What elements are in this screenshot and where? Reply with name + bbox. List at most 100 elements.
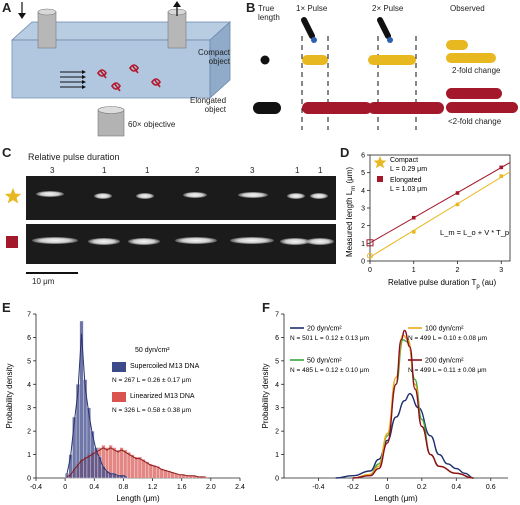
chart-f-series-line-3 bbox=[352, 329, 474, 479]
col-1x-pulse: 1× Pulse bbox=[296, 4, 328, 13]
chart-f-series-line-0 bbox=[335, 392, 474, 479]
chart-e-xtick-label: 2.4 bbox=[235, 484, 245, 491]
chart-d-xlabel: Relative pulse duration Tp (au) bbox=[388, 278, 496, 290]
panel-a-letter: A bbox=[2, 0, 12, 15]
chart-e-ytick-label: 2 bbox=[27, 429, 31, 436]
pulse-duration-2: 1 bbox=[145, 166, 150, 175]
chart-f-ytick-label: 3 bbox=[275, 405, 279, 412]
compact-change-label: 2-fold change bbox=[452, 66, 501, 75]
chart-e-legend-name-0: Supercoiled M13 DNA bbox=[130, 363, 200, 370]
chart-f-ytick-label: 4 bbox=[275, 382, 279, 389]
chart-d-ytick-label: 6 bbox=[361, 153, 365, 160]
compact-band-1 bbox=[94, 193, 112, 199]
compact-star-icon bbox=[4, 188, 22, 204]
chart-e-legend-stats-0: N = 267 L = 0.26 ± 0.17 μm bbox=[112, 377, 191, 384]
chart-e-ytick-label: 1 bbox=[27, 452, 31, 459]
chart-e-bar-0 bbox=[79, 320, 84, 479]
chart-e-xtick-label: -0.4 bbox=[30, 484, 42, 491]
chart-e-bar-1 bbox=[152, 464, 157, 479]
chart-d-legend-star-icon bbox=[373, 156, 387, 169]
chart-d-xtick-label: 0 bbox=[368, 267, 372, 274]
elongated-change-label: <2-fold change bbox=[448, 117, 502, 126]
chart-f-legend-stats-2: N = 499 L = 0.10 ± 0.08 μm bbox=[408, 335, 487, 342]
compact-band-0 bbox=[36, 191, 64, 197]
chart-f-ytick-label: 0 bbox=[275, 476, 279, 483]
chart-e-legend-title: 50 dyn/cm² bbox=[135, 347, 170, 354]
panel-c-letter: C bbox=[2, 145, 12, 160]
row-elongated: Elongated object bbox=[190, 96, 227, 114]
chart-d-ytick-label: 5 bbox=[361, 170, 365, 177]
chart-f-ytick-label: 5 bbox=[275, 358, 279, 365]
chart-f-xtick-label: 0.2 bbox=[417, 484, 427, 491]
chart-d-ytick-label: 4 bbox=[361, 188, 365, 195]
chart-d-point bbox=[367, 252, 373, 259]
col-observed: Observed bbox=[450, 4, 485, 13]
chart-e-ytick-label: 3 bbox=[27, 405, 31, 412]
chart-d-legend-compact-detail: L = 0.29 μm bbox=[390, 166, 427, 173]
elongated-band-4 bbox=[230, 237, 274, 244]
chart-e-ytick-label: 0 bbox=[27, 476, 31, 483]
elongated-band-0 bbox=[32, 237, 78, 244]
compact-band-2 bbox=[136, 193, 154, 199]
chart-e-bar-1 bbox=[123, 449, 128, 479]
chart-e-legend-stats-1: N = 326 L = 0.58 ± 0.38 μm bbox=[112, 407, 191, 414]
pulse-schematic bbox=[253, 17, 518, 130]
elongated-band-1 bbox=[88, 238, 120, 245]
compact-band-5 bbox=[287, 193, 305, 199]
chart-e-ytick-label: 7 bbox=[27, 312, 31, 319]
chart-d-formula: L_m = L_o + V * T_p bbox=[440, 228, 509, 237]
chart-f-shear-distributions: 0 1 2 3 4 5 6 7 -0.4 -0.2 0 0.2 0.4 0.6 Length (μm) Pro… bbox=[261, 312, 508, 503]
chart-d-fit-line-1 bbox=[369, 162, 511, 244]
chart-d-ytick-label: 3 bbox=[361, 206, 365, 213]
chart-f-legend-name-3: 200 dyn/cm² bbox=[425, 358, 464, 365]
chart-f-legend-name-1: 50 dyn/cm² bbox=[307, 358, 342, 365]
chart-e-xtick-label: 1.6 bbox=[177, 484, 187, 491]
chart-d-legend-elongated-detail: L = 1.03 μm bbox=[390, 186, 427, 193]
chart-f-xtick-label: 0.6 bbox=[486, 484, 496, 491]
chart-f-legend-name-0: 20 dyn/cm² bbox=[307, 326, 342, 333]
chart-d-point bbox=[411, 215, 416, 220]
chart-e-density-1 bbox=[66, 447, 206, 478]
chart-f-xtick-label: 0 bbox=[385, 484, 389, 491]
compact-band-6 bbox=[310, 193, 328, 199]
chart-f-legend-stats-0: N = 501 L = 0.12 ± 0.13 μm bbox=[290, 335, 369, 342]
chart-e-ytick-label: 4 bbox=[27, 382, 31, 389]
chart-e-bar-1 bbox=[137, 456, 142, 479]
panel-f-letter: F bbox=[262, 300, 270, 315]
objective-label: 60× objective bbox=[128, 120, 176, 129]
chart-d-fit-line-0 bbox=[369, 171, 511, 258]
scale-bar bbox=[26, 272, 78, 274]
chart-d-point bbox=[499, 165, 504, 170]
pulse-duration-5: 1 bbox=[295, 166, 300, 175]
chart-e-xtick-label: 2.0 bbox=[206, 484, 216, 491]
pulse-duration-1: 1 bbox=[102, 166, 107, 175]
pulse-duration-4: 3 bbox=[250, 166, 255, 175]
chart-e-bar-0 bbox=[97, 456, 102, 479]
chart-f-ytick-label: 1 bbox=[275, 452, 279, 459]
chart-f-legend-stats-3: N = 499 L = 0.11 ± 0.08 μm bbox=[408, 367, 487, 374]
chart-d-ytick-label: 0 bbox=[361, 259, 365, 266]
compact-band-3 bbox=[183, 192, 207, 198]
chart-d-legend-compact: Compact bbox=[390, 157, 418, 164]
chart-d-point bbox=[411, 230, 416, 234]
scale-bar-label: 10 μm bbox=[32, 277, 55, 286]
chart-e-bar-1 bbox=[115, 449, 120, 479]
row-compact: Compact object bbox=[198, 48, 231, 66]
gel-compact-strip bbox=[26, 176, 336, 220]
chart-d-xtick-label: 2 bbox=[456, 267, 460, 274]
chart-f-ylabel: Probability density bbox=[261, 364, 270, 429]
chart-d-legend-square-icon bbox=[377, 176, 383, 182]
chart-f-ytick-label: 7 bbox=[275, 312, 279, 319]
pulse-duration-0: 3 bbox=[50, 166, 55, 175]
elongated-band-5 bbox=[280, 238, 310, 245]
chart-d-point bbox=[499, 174, 504, 178]
chart-d-ytick-label: 1 bbox=[361, 241, 365, 248]
chart-e-ylabel: Probability density bbox=[5, 364, 14, 429]
chart-d-ylabel: Measured length Lm (μm) bbox=[345, 167, 357, 257]
chart-e-xlabel: Length (μm) bbox=[116, 494, 160, 503]
elongated-band-3 bbox=[175, 237, 217, 244]
chart-e-legend-swatch-0 bbox=[112, 362, 126, 372]
chart-f-xtick-label: 0.4 bbox=[451, 484, 461, 491]
